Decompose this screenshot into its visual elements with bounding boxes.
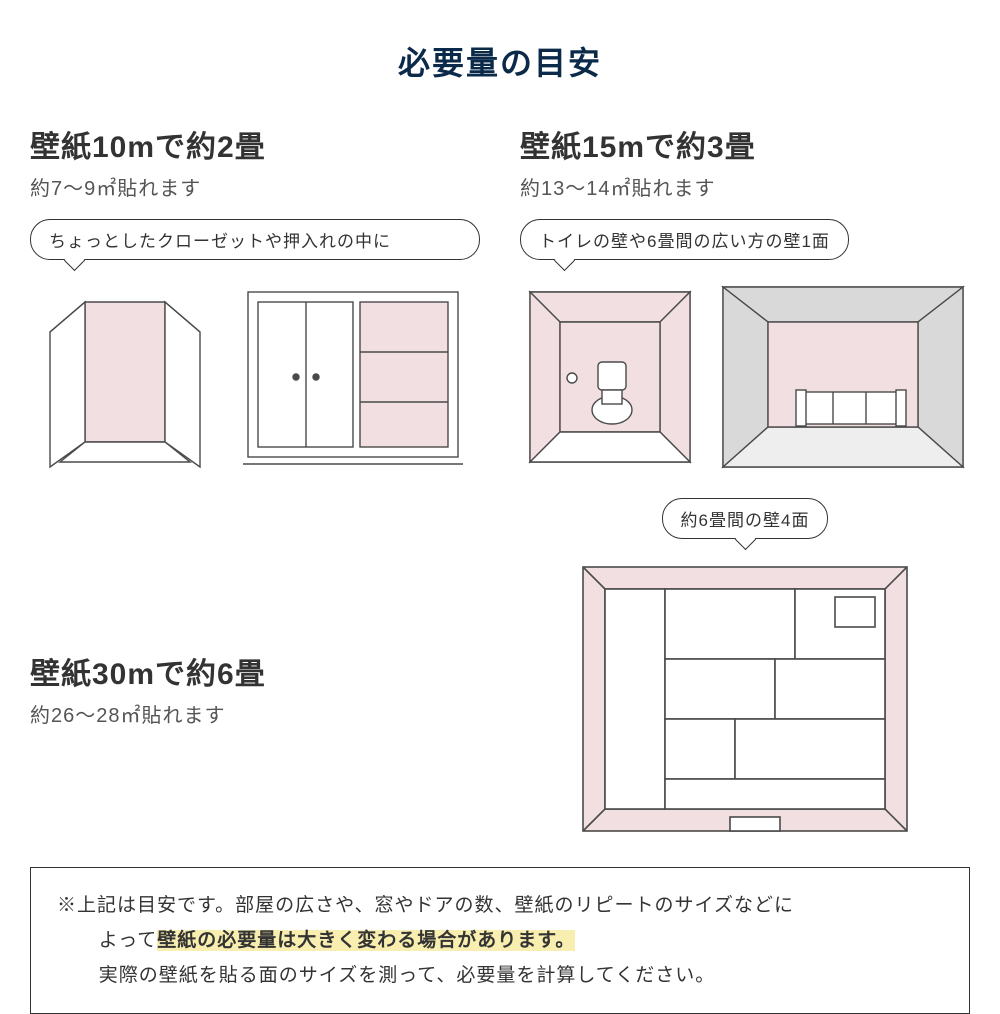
section-subtext: 約13～14㎡貼れます — [520, 172, 716, 201]
illustration-row — [30, 282, 480, 472]
section-30m-illustration-col: 約6畳間の壁4面 — [520, 498, 970, 839]
closet-illustration — [30, 282, 220, 472]
note-line-2-pre: よって — [99, 930, 157, 951]
note-box: ※上記は目安です。部屋の広さや、窓やドアの数、壁紙のリピートのサイズなどに よっ… — [30, 867, 970, 1014]
caption-bubble: ちょっとしたクローゼットや押入れの中に — [30, 219, 480, 260]
sliding-closet-illustration — [238, 282, 468, 472]
section-30m: 壁紙30mで約6畳 約26～28㎡貼れます — [30, 498, 480, 839]
content-grid: 壁紙10mで約2畳 約7～9㎡貼れます ちょっとしたクローゼットや押入れの中に — [30, 122, 970, 839]
section-heading: 壁紙10mで約2畳 — [30, 122, 480, 166]
note-highlight: 壁紙の必要量は大きく変わる場合があります。 — [157, 930, 575, 951]
room-floorplan-illustration — [575, 559, 915, 839]
note-line-1: ※上記は目安です。部屋の広さや、窓やドアの数、壁紙のリピートのサイズなどに — [57, 888, 943, 923]
room-accent-wall-illustration — [718, 282, 968, 472]
note-line-2: よって壁紙の必要量は大きく変わる場合があります。 — [57, 923, 943, 958]
section-heading: 壁紙30mで約6畳 — [30, 649, 480, 693]
note-line-3: 実際の壁紙を貼る面のサイズを測って、必要量を計算してください。 — [57, 958, 943, 993]
section-subtext: 約7～9㎡貼れます — [30, 172, 480, 201]
caption-bubble: 約6畳間の壁4面 — [662, 498, 829, 539]
section-15m: 壁紙15mで約3畳 約13～14㎡貼れます トイレの壁や6畳間の広い方の壁1面 — [520, 122, 970, 472]
illustration-row — [520, 282, 968, 472]
illustration-row — [575, 559, 915, 839]
section-heading: 壁紙15mで約3畳 — [520, 122, 756, 166]
section-subtext: 約26～28㎡貼れます — [30, 699, 480, 728]
caption-bubble: トイレの壁や6畳間の広い方の壁1面 — [520, 219, 849, 260]
section-10m: 壁紙10mで約2畳 約7～9㎡貼れます ちょっとしたクローゼットや押入れの中に — [30, 122, 480, 472]
page-title: 必要量の目安 — [30, 38, 970, 84]
toilet-room-illustration — [520, 282, 700, 472]
